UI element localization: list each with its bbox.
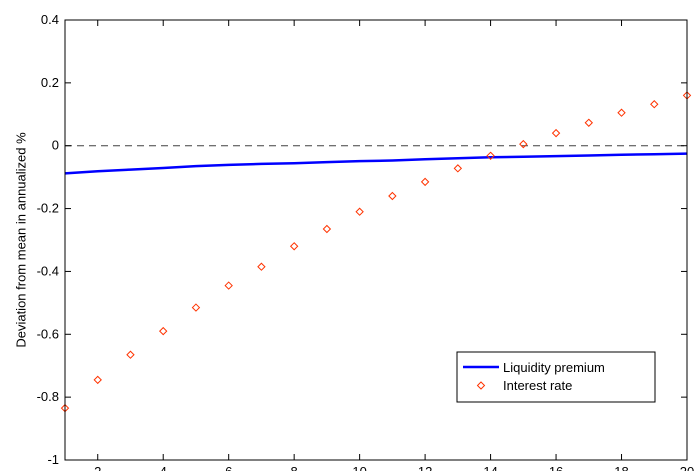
y-axis-label: Deviation from mean in annualized % — [13, 132, 28, 348]
data-point-interest-rate — [93, 375, 102, 385]
data-point-interest-rate — [650, 100, 659, 109]
data-point-interest-rate — [289, 242, 299, 251]
y-tick-label: -0.2 — [37, 201, 59, 216]
plot-frame — [64, 19, 688, 461]
x-tick-label: 4 — [160, 464, 167, 471]
x-tick-label: 6 — [225, 464, 232, 471]
y-tick-label: -0.4 — [37, 263, 59, 278]
x-tick-label: 16 — [549, 464, 563, 471]
y-tick-label: 0.4 — [41, 12, 59, 27]
y-tick-label: -0.6 — [37, 326, 59, 341]
series-layer — [60, 91, 692, 413]
x-tick-label: 14 — [483, 464, 497, 471]
legend-label-liquidity-premium: Liquidity premium — [503, 360, 605, 375]
x-tick-label: 2 — [94, 464, 101, 471]
x-tick-label: 10 — [352, 464, 366, 471]
y-tick-label: -0.8 — [37, 389, 59, 404]
legend-box — [456, 351, 656, 403]
data-point-interest-rate — [584, 118, 593, 127]
data-point-interest-rate — [355, 207, 364, 216]
data-point-interest-rate — [420, 177, 430, 187]
legend-swatch-interest-rate — [476, 381, 486, 390]
data-point-interest-rate — [486, 151, 495, 160]
data-point-interest-rate — [126, 350, 135, 359]
x-tick-label: 8 — [291, 464, 298, 471]
data-point-interest-rate — [159, 326, 168, 336]
data-point-interest-rate — [191, 303, 201, 312]
data-point-interest-rate — [551, 128, 561, 138]
data-point-interest-rate — [453, 164, 463, 173]
x-tick-label: 12 — [418, 464, 432, 471]
data-point-interest-rate — [322, 224, 332, 234]
y-tick-label: 0 — [52, 138, 59, 153]
data-point-interest-rate — [617, 108, 626, 117]
x-tick-label: 18 — [614, 464, 628, 471]
tick-layer: 2 4 6 8 10 12 14 16 18 20 -1 -0.8 -0.6 -0.4 -0.2 0 0.2 0.… — [37, 12, 695, 471]
data-point-interest-rate — [224, 281, 233, 290]
data-point-interest-rate — [388, 191, 397, 201]
y-tick-label: 0.2 — [41, 75, 59, 90]
data-point-interest-rate — [257, 262, 266, 271]
x-tick-label: 20 — [680, 464, 694, 471]
series-line-liquidity-premium — [64, 152, 688, 175]
legend-label-interest-rate: Interest rate — [503, 378, 572, 393]
legend: Liquidity premium Interest rate — [456, 351, 656, 403]
y-tick-label: -1 — [47, 452, 59, 467]
data-point-interest-rate — [519, 139, 528, 149]
